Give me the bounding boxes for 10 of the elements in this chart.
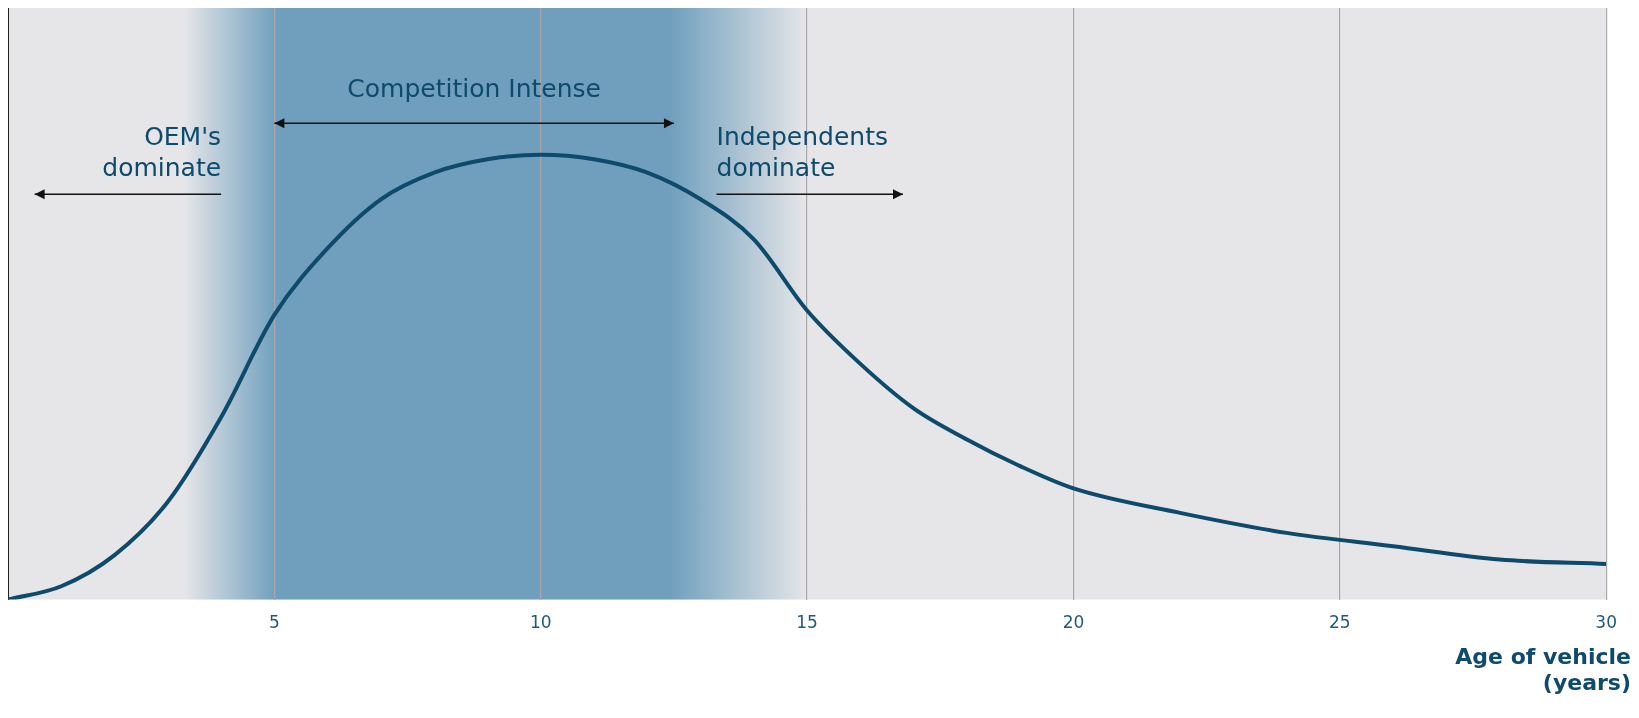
x-tick-label: 30 <box>1595 612 1617 633</box>
x-tick-label: 10 <box>529 612 552 633</box>
x-tick-label: 20 <box>1062 612 1085 633</box>
annotation: Independents dominate <box>716 121 889 182</box>
annotation: OEM's dominate <box>102 121 222 182</box>
x-tick-label: 5 <box>268 612 280 633</box>
x-tick-label: 15 <box>796 612 818 633</box>
x-tick-label: 25 <box>1329 612 1351 633</box>
text: Competition Intense <box>347 74 601 104</box>
x-axis-title: Age of vehicle (years) <box>1454 644 1631 696</box>
